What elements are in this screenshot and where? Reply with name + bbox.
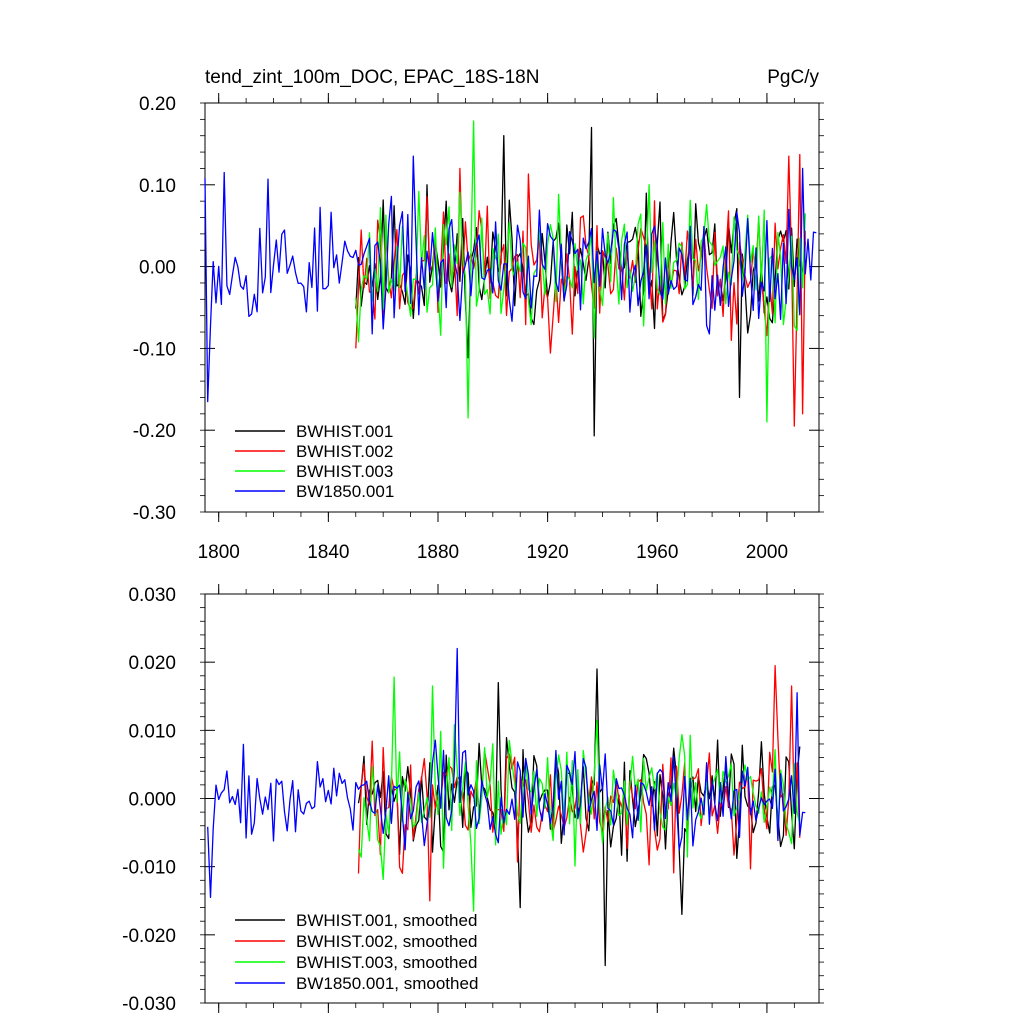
top-xtick-label: 1920 (526, 542, 568, 563)
bottom-ytick-label: 0.020 (128, 653, 176, 674)
bottom-series-group (207, 647, 806, 967)
top-panel: tend_zint_100m_DOC, EPAC_18S-18N PgC/y 0… (133, 67, 824, 563)
top-plot-frame (204, 102, 820, 513)
top-ytick-label: -0.10 (133, 339, 176, 360)
top-x-axis: 1800 1840 1880 1920 1960 2000 (198, 93, 795, 563)
top-series-bw1850-001 (204, 155, 817, 403)
bottom-x-axis (218, 584, 795, 1013)
top-chart-title: tend_zint_100m_DOC, EPAC_18S-18N (205, 67, 539, 88)
bottom-ytick-label: -0.030 (122, 994, 176, 1015)
legend-label-bwhist-003: BWHIST.003 (296, 462, 393, 481)
bottom-series-bwhist-002-smoothed (357, 664, 801, 902)
top-series-bwhist-001 (355, 126, 806, 437)
bottom-ytick-label: 0.000 (128, 790, 176, 811)
top-ytick-label: 0.00 (139, 258, 176, 279)
top-y-axis: 0.20 0.10 0.00 -0.10 -0.20 -0.30 (133, 94, 824, 524)
top-ytick-label: 0.10 (139, 176, 176, 197)
bottom-series-bwhist-003-smoothed (357, 676, 801, 912)
top-xtick-label: 2000 (746, 542, 788, 563)
legend-label-bwhist-001-smoothed: BWHIST.001, smoothed (296, 911, 477, 930)
top-series-group (204, 120, 817, 437)
bottom-ytick-label: -0.020 (122, 926, 176, 947)
legend-label-bw1850-001-smoothed: BW1850.001, smoothed (296, 974, 478, 993)
top-series-bwhist-002 (355, 153, 806, 427)
top-xtick-label: 1880 (417, 542, 459, 563)
top-legend: BWHIST.001 BWHIST.002 BWHIST.003 BW1850.… (235, 422, 394, 501)
bottom-panel: 0.030 0.020 0.010 0.000 -0.010 -0.020 -0.030 B… (122, 584, 824, 1015)
top-xtick-label: 1800 (198, 542, 240, 563)
legend-label-bwhist-003-smoothed: BWHIST.003, smoothed (296, 953, 477, 972)
bottom-legend: BWHIST.001, smoothed BWHIST.002, smoothe… (235, 911, 478, 993)
bottom-series-bw1850-001-smoothed (207, 647, 806, 898)
top-xtick-label: 1960 (636, 542, 678, 563)
top-chart-units: PgC/y (767, 67, 819, 88)
legend-label-bwhist-001: BWHIST.001 (296, 422, 393, 441)
top-ytick-label: -0.20 (133, 421, 176, 442)
bottom-y-axis: 0.030 0.020 0.010 0.000 -0.010 -0.020 -0.030 (122, 585, 824, 1015)
bottom-ytick-label: 0.010 (128, 721, 176, 742)
top-ytick-label: -0.30 (133, 503, 176, 524)
top-ytick-label: 0.20 (139, 94, 176, 115)
legend-label-bwhist-002: BWHIST.002 (296, 442, 393, 461)
top-xtick-label: 1840 (307, 542, 349, 563)
top-series-bwhist-003 (355, 120, 806, 423)
legend-label-bw1850-001: BW1850.001 (296, 482, 394, 501)
bottom-ytick-label: 0.030 (128, 585, 176, 606)
legend-label-bwhist-002-smoothed: BWHIST.002, smoothed (296, 932, 477, 951)
bottom-ytick-label: -0.010 (122, 858, 176, 879)
